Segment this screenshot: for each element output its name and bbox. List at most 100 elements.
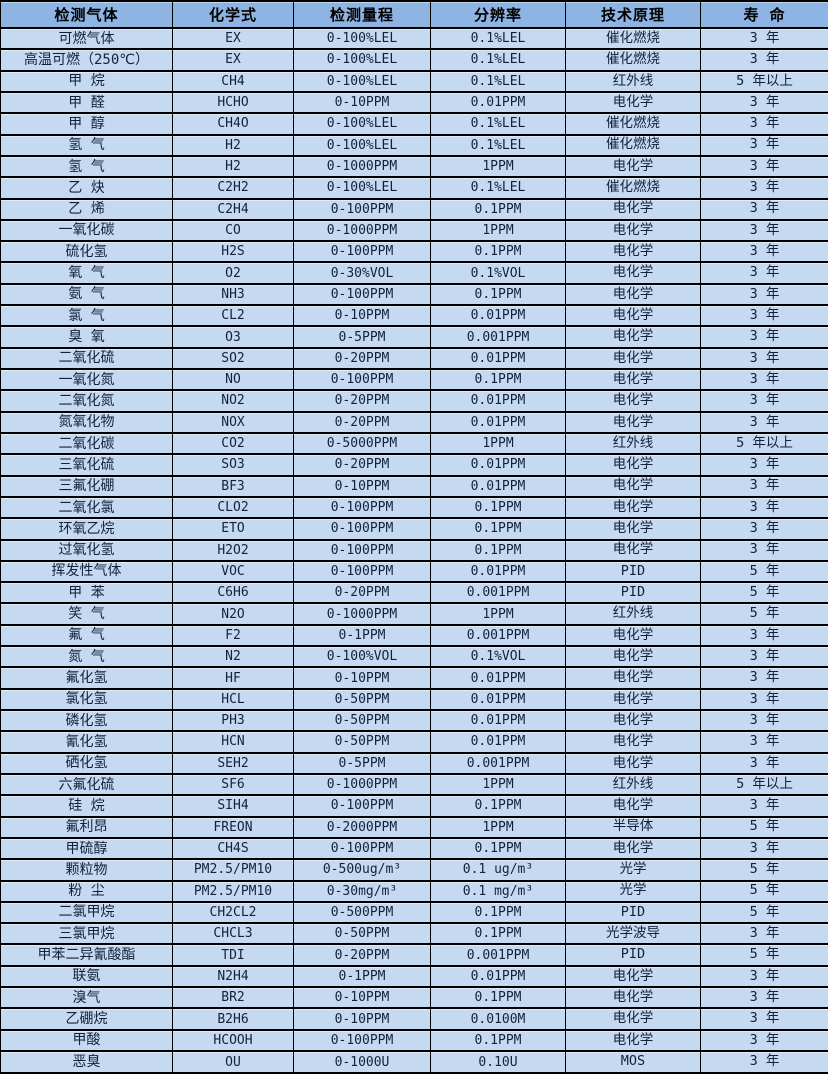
table-cell: 红外线	[565, 431, 701, 456]
table-cell: 氟化氢	[0, 666, 173, 690]
table-row: 一氧化碳 CO 0-1000PPM 1PPM 电化学 3 年	[0, 218, 828, 243]
table-cell: 3 年	[700, 836, 828, 861]
header-cell-4: 技术原理	[565, 0, 701, 29]
table-row: 二氧化氮 NO2 0-20PPM 0.01PPM 电化学 3 年	[0, 389, 828, 413]
table-cell: 0-100%LEL	[293, 48, 431, 72]
table-cell: 0.1PPM	[430, 495, 566, 520]
table-cell: 3 年	[700, 367, 828, 392]
table-cell: 恶臭	[0, 1050, 173, 1074]
table-cell: CL2	[172, 304, 294, 328]
table-cell: 1PPM	[430, 154, 566, 179]
table-row: 二氧化碳 CO2 0-5000PPM 1PPM 红外线 5 年以上	[0, 431, 828, 456]
table-cell: 氟利昂	[0, 815, 173, 839]
table-cell: 0-500PPM	[293, 900, 431, 925]
table-header: 检测气体 化学式 检测量程 分辨率 技术原理寿 命	[0, 0, 828, 29]
table-row: 二氧化硫 SO2 0-20PPM 0.01PPM 电化学 3 年	[0, 346, 828, 371]
table-cell: 电化学	[565, 666, 701, 690]
table-cell: 氨 气	[0, 282, 173, 307]
table-cell: 0-10PPM	[293, 90, 431, 115]
table-cell: 电化学	[565, 1028, 701, 1053]
table-cell: 甲苯二异氰酸酯	[0, 943, 173, 967]
table-row: 甲 烷 CH4 0-100%LEL 0.1%LEL 红外线 5 年以上	[0, 69, 828, 93]
table-cell: HCHO	[172, 90, 294, 115]
table-row: 臭 氧 O3 0-5PPM 0.001PPM 电化学 3 年	[0, 325, 828, 349]
table-cell: PID	[565, 943, 701, 967]
table-cell: 电化学	[565, 836, 701, 861]
table-cell: 光学波导	[565, 922, 701, 946]
table-cell: 0.01PPM	[430, 559, 566, 584]
table-cell: 3 年	[700, 986, 828, 1010]
table-cell: 5 年	[700, 581, 828, 605]
table-cell: 0.01PPM	[430, 687, 566, 712]
table-row: 溴气 BR2 0-10PPM 0.1PPM 电化学 3 年	[0, 986, 828, 1010]
table-cell: 0-100%VOL	[293, 645, 431, 669]
table-cell: CH4S	[172, 836, 294, 861]
table-cell: 电化学	[565, 474, 701, 498]
table-cell: N2H4	[172, 964, 294, 989]
table-cell: 0.01PPM	[430, 90, 566, 115]
table-cell: N2	[172, 645, 294, 669]
table-cell: 氯 气	[0, 304, 173, 328]
table-cell: 氢 气	[0, 133, 173, 157]
table-cell: 1PPM	[430, 815, 566, 839]
table-cell: 0-30mg/m³	[293, 879, 431, 903]
table-cell: 3 年	[700, 154, 828, 179]
table-cell: 3 年	[700, 517, 828, 541]
table-cell: 0.1PPM	[430, 900, 566, 925]
table-cell: 5 年	[700, 602, 828, 626]
table-cell: 二氧化氮	[0, 389, 173, 413]
table-row: 挥发性气体 VOC 0-100PPM 0.01PPM PID 5 年	[0, 559, 828, 584]
table-cell: 硫化氢	[0, 240, 173, 264]
table-cell: 0.01PPM	[430, 474, 566, 498]
table-cell: 0.1PPM	[430, 922, 566, 946]
table-cell: 5 年以上	[700, 69, 828, 93]
header-row: 检测气体 化学式 检测量程 分辨率 技术原理寿 命	[0, 0, 828, 29]
table-cell: 3 年	[700, 794, 828, 818]
table-row: 氮氧化物 NOX 0-20PPM 0.01PPM 电化学 3 年	[0, 410, 828, 434]
table-cell: CH4O	[172, 112, 294, 136]
table-row: 甲 醇 CH4O 0-100%LEL 0.1%LEL 催化燃烧 3 年	[0, 112, 828, 136]
header-cell-0: 检测气体	[0, 0, 173, 29]
table-cell: 电化学	[565, 730, 701, 754]
table-cell: 3 年	[700, 410, 828, 434]
table-cell: 0-50PPM	[293, 922, 431, 946]
table-cell: PM2.5/PM10	[172, 879, 294, 903]
table-cell: 红外线	[565, 69, 701, 93]
table-cell: 电化学	[565, 325, 701, 349]
table-cell: 3 年	[700, 261, 828, 285]
table-cell: 3 年	[700, 90, 828, 115]
table-row: 三氟化硼 BF3 0-10PPM 0.01PPM 电化学 3 年	[0, 474, 828, 498]
table-cell: 颗粒物	[0, 858, 173, 882]
table-cell: EX	[172, 48, 294, 72]
table-row: 硅 烷 SIH4 0-100PPM 0.1PPM 电化学 3 年	[0, 794, 828, 818]
table-cell: 电化学	[565, 282, 701, 307]
table-cell: 0-100PPM	[293, 836, 431, 861]
table-cell: 氰化氢	[0, 730, 173, 754]
table-cell: 电化学	[565, 346, 701, 371]
table-cell: 1PPM	[430, 602, 566, 626]
table-cell: 二氧化氯	[0, 495, 173, 520]
table-cell: 0.1%LEL	[430, 26, 566, 51]
table-cell: 红外线	[565, 772, 701, 797]
table-row: 甲 醛 HCHO 0-10PPM 0.01PPM 电化学 3 年	[0, 90, 828, 115]
table-cell: 1PPM	[430, 772, 566, 797]
table-row: 磷化氢 PH3 0-50PPM 0.01PPM 电化学 3 年	[0, 708, 828, 733]
table-cell: 0-100%LEL	[293, 69, 431, 93]
table-row: 过氧化氢 H2O2 0-100PPM 0.1PPM 电化学 3 年	[0, 538, 828, 562]
table-cell: 0-5PPM	[293, 325, 431, 349]
table-row: 六氟化硫 SF6 0-1000PPM 1PPM 红外线 5 年以上	[0, 772, 828, 797]
table-row: 氮 气 N2 0-100%VOL 0.1%VOL 电化学 3 年	[0, 645, 828, 669]
table-cell: 0-10PPM	[293, 304, 431, 328]
table-cell: 氢 气	[0, 154, 173, 179]
table-row: 三氧化硫 SO3 0-20PPM 0.01PPM 电化学 3 年	[0, 453, 828, 477]
table-cell: 0-10PPM	[293, 986, 431, 1010]
table-cell: 0-5PPM	[293, 751, 431, 775]
table-cell: CLO2	[172, 495, 294, 520]
table-cell: 硒化氢	[0, 751, 173, 775]
table-cell: 联氨	[0, 964, 173, 989]
table-cell: NH3	[172, 282, 294, 307]
table-cell: 0-1PPM	[293, 964, 431, 989]
table-cell: 0-20PPM	[293, 943, 431, 967]
table-cell: 可燃气体	[0, 26, 173, 51]
table-cell: 0-20PPM	[293, 453, 431, 477]
